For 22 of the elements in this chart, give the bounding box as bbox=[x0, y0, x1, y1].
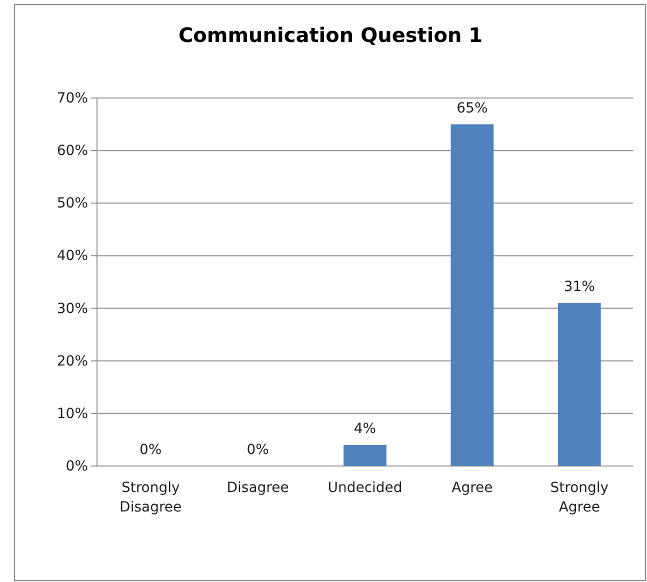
x-tick-label: Undecided bbox=[328, 480, 402, 496]
x-tick-label: Strongly Agree bbox=[550, 480, 609, 516]
bar bbox=[450, 124, 494, 466]
data-label: 31% bbox=[564, 279, 595, 296]
y-tick-label: 50% bbox=[56, 196, 88, 212]
data-label: 4% bbox=[354, 420, 376, 437]
bar bbox=[344, 444, 386, 466]
y-tick-label: 60% bbox=[56, 143, 88, 160]
data-label: 65% bbox=[456, 100, 488, 116]
data-label: 0% bbox=[139, 442, 162, 458]
y-tick-label: 20% bbox=[56, 353, 88, 370]
bar bbox=[558, 303, 601, 466]
x-tick-label: Agree bbox=[452, 480, 493, 496]
x-tick-label: Strongly Disagree bbox=[120, 480, 182, 516]
x-tick-label: Disagree bbox=[226, 480, 289, 496]
y-tick-label: 10% bbox=[56, 406, 88, 422]
y-tick-label: 30% bbox=[56, 300, 88, 317]
data-label: 0% bbox=[246, 442, 269, 458]
y-tick-label: 70% bbox=[56, 90, 88, 106]
y-tick-label: 40% bbox=[56, 248, 88, 264]
chart-title: Communication Question 1 bbox=[178, 23, 483, 47]
y-tick-label: 0% bbox=[66, 458, 88, 474]
